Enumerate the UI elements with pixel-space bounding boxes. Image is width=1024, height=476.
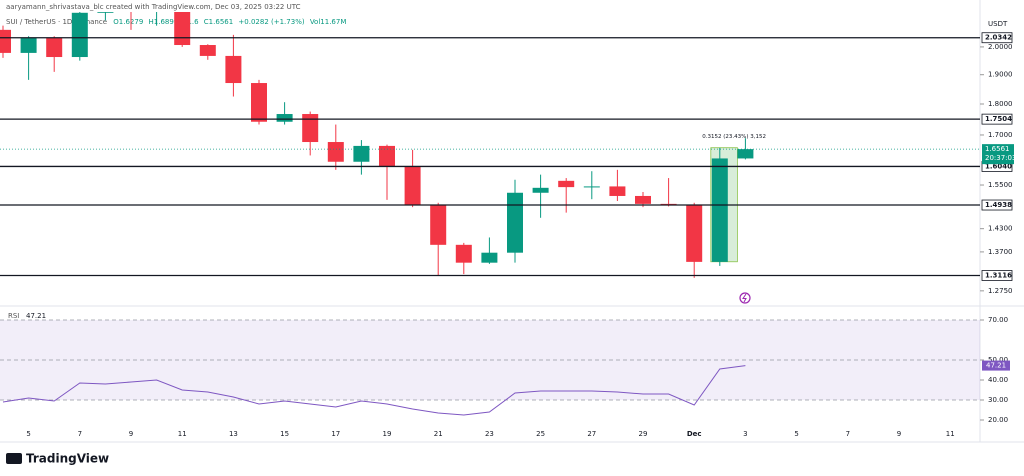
y-tick-label: 70.00	[988, 316, 1008, 324]
x-tick-label: 13	[229, 430, 238, 438]
candle-body	[225, 55, 242, 84]
level-tag	[981, 32, 1013, 44]
level-label: 1.4938	[985, 201, 1012, 209]
candle-body	[455, 244, 472, 263]
y-tick-label: 1.4300	[988, 225, 1013, 233]
last-price-label: 1.6561	[985, 145, 1010, 153]
x-tick-label: 17	[331, 430, 340, 438]
candle-body	[20, 38, 37, 53]
volume: Vol11.67M	[310, 18, 347, 26]
ohlc: +0.0282 (+1.73%)	[238, 18, 304, 26]
x-tick-label: 5	[26, 430, 30, 438]
last-price-tag	[982, 144, 1014, 165]
candle-body	[327, 142, 344, 162]
candle-body	[71, 12, 88, 58]
y-tick-label: 1.2750	[988, 287, 1013, 295]
candle-body	[199, 45, 216, 56]
candle-body	[174, 12, 191, 46]
candle-body	[532, 187, 549, 193]
y-tick-label: 50.00	[988, 356, 1008, 364]
rsi-title: RSI	[8, 312, 19, 320]
axis-unit: USDT	[988, 20, 1008, 28]
y-tick-label: 1.5500	[988, 181, 1013, 189]
y-tick-label: 1.3700	[988, 248, 1013, 256]
ohlc: H1.6899	[149, 18, 179, 26]
candle-body	[583, 186, 600, 188]
candle-body	[558, 180, 575, 188]
x-tick-label: 21	[434, 430, 443, 438]
x-tick-label: 29	[639, 430, 648, 438]
x-tick-label: 7	[78, 430, 82, 438]
level-label: 1.3116	[985, 272, 1012, 280]
x-tick-label: 15	[280, 430, 289, 438]
y-tick-label: 1.7000	[988, 131, 1013, 139]
countdown: 20:37:03	[985, 154, 1016, 162]
candle-body	[302, 114, 319, 143]
candle-body	[737, 149, 754, 159]
candle-body	[635, 195, 651, 204]
brand: TradingView	[26, 452, 109, 466]
candle-body	[353, 145, 370, 162]
y-tick-label: 20.00	[988, 416, 1008, 424]
y-tick-label: 1.9000	[988, 71, 1013, 79]
candle-body	[46, 38, 63, 58]
candle-body	[251, 83, 267, 122]
level-tag	[981, 199, 1013, 211]
level-label: 1.6040	[985, 162, 1012, 170]
x-tick-label: 23	[485, 430, 494, 438]
brand-logo: TradingView	[6, 452, 109, 466]
x-tick-label: 9	[897, 430, 901, 438]
candle-body	[507, 192, 523, 253]
x-tick-label: Dec	[687, 430, 702, 438]
ohlc: C1.6561	[204, 18, 233, 26]
level-tag	[981, 270, 1013, 281]
candle-body	[276, 114, 293, 122]
x-tick-label: 27	[587, 430, 596, 438]
level-label: 2.0342	[985, 34, 1012, 42]
rsi-last-label: 47.21	[986, 362, 1006, 370]
credit: aaryamann_shrivastava_blc created with T…	[6, 3, 301, 11]
candle-body	[404, 166, 421, 205]
ohlc: O1.6279	[113, 18, 143, 26]
x-tick-label: 9	[129, 430, 133, 438]
candle-body	[430, 204, 447, 245]
x-tick-label: 11	[178, 430, 187, 438]
measure-label: 0.3152 (23.43%) 3,152	[702, 134, 766, 140]
x-tick-label: 5	[794, 430, 798, 438]
level-label: 1.7504	[985, 115, 1012, 123]
y-tick-label: 40.00	[988, 376, 1008, 384]
symbol-line: SUI / TetherUS · 1D · Binance O1.6279 H1…	[6, 18, 346, 26]
y-tick-label: 2.0000	[988, 43, 1013, 51]
candle-body	[481, 252, 498, 263]
y-tick-label: 30.00	[988, 396, 1008, 404]
rsi-line	[2, 365, 746, 416]
x-tick-label: 25	[536, 430, 545, 438]
rsi-tag	[982, 360, 1010, 371]
rsi-value: 47.21	[26, 312, 46, 320]
level-tag	[981, 113, 1013, 125]
candle-body	[711, 158, 728, 262]
x-tick-label: 11	[946, 430, 955, 438]
candle-body	[379, 145, 395, 167]
x-tick-label: 3	[743, 430, 747, 438]
candle-body	[609, 186, 626, 196]
x-tick-label: 19	[383, 430, 392, 438]
flash-icon	[739, 292, 751, 304]
y-tick-label: 1.8000	[988, 100, 1013, 108]
symbol: SUI / TetherUS · 1D · Binance	[6, 18, 107, 26]
candle-body	[97, 12, 114, 13]
x-tick-label: 7	[846, 430, 850, 438]
candle-body	[0, 29, 11, 53]
ohlc: L1.6	[184, 18, 200, 26]
candle-body	[686, 204, 703, 262]
